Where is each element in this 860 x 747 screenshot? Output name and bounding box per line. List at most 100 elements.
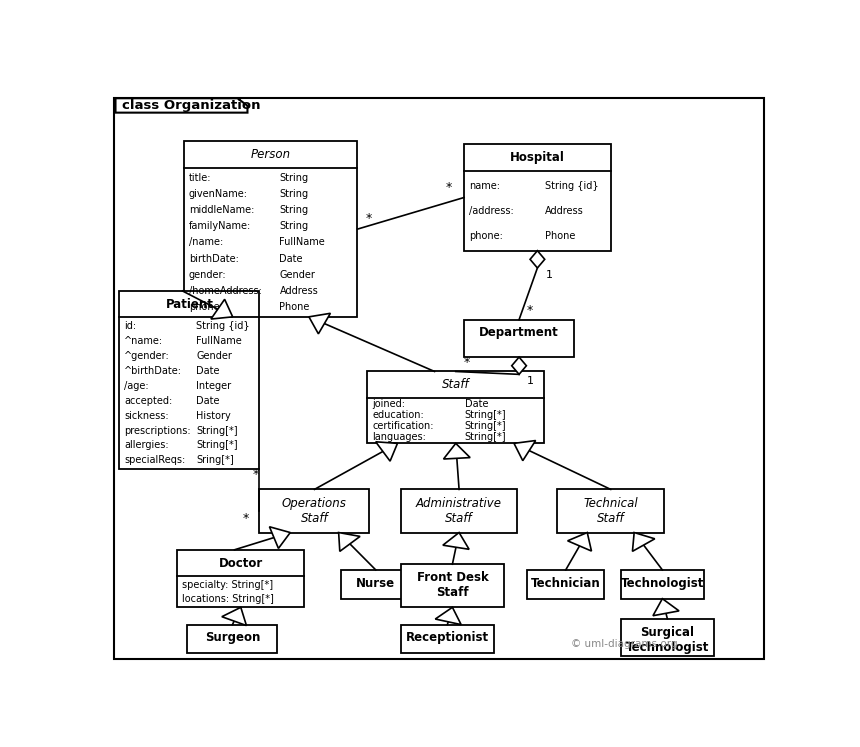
Text: String: String xyxy=(280,173,309,182)
Text: Surgeon: Surgeon xyxy=(205,631,261,645)
Text: phone:: phone: xyxy=(189,302,223,312)
Text: String {id}: String {id} xyxy=(544,181,599,190)
Polygon shape xyxy=(269,527,291,548)
Polygon shape xyxy=(568,533,592,551)
Text: Technical
Staff: Technical Staff xyxy=(583,497,638,524)
Text: givenName:: givenName: xyxy=(189,189,248,199)
FancyBboxPatch shape xyxy=(557,489,664,533)
Text: Integer: Integer xyxy=(196,381,231,391)
Polygon shape xyxy=(530,251,544,268)
Text: /name:: /name: xyxy=(189,238,223,247)
Polygon shape xyxy=(309,313,330,334)
Text: Staff: Staff xyxy=(442,378,470,391)
Text: Phone: Phone xyxy=(544,231,575,241)
Text: Administrative
Staff: Administrative Staff xyxy=(416,497,502,524)
Text: phone:: phone: xyxy=(469,231,502,241)
Text: Address: Address xyxy=(280,286,318,296)
Text: title:: title: xyxy=(189,173,212,182)
Text: education:: education: xyxy=(372,410,424,421)
Text: *: * xyxy=(253,468,259,481)
Text: Date: Date xyxy=(196,396,220,406)
Text: Date: Date xyxy=(280,253,303,264)
Text: 1: 1 xyxy=(527,376,534,386)
Text: Operations
Staff: Operations Staff xyxy=(282,497,347,524)
Text: specialReqs:: specialReqs: xyxy=(124,456,186,465)
Polygon shape xyxy=(115,99,248,113)
Text: String[*]: String[*] xyxy=(196,426,238,436)
Polygon shape xyxy=(443,533,469,549)
Text: gender:: gender: xyxy=(189,270,226,279)
Text: Address: Address xyxy=(544,205,583,216)
Text: Department: Department xyxy=(479,326,559,339)
Text: Person: Person xyxy=(251,148,291,161)
Text: id:: id: xyxy=(124,321,136,332)
Polygon shape xyxy=(222,607,247,625)
Text: History: History xyxy=(196,411,231,421)
Text: String[*]: String[*] xyxy=(464,421,507,431)
Text: certification:: certification: xyxy=(372,421,433,431)
Polygon shape xyxy=(653,598,679,616)
Text: String: String xyxy=(280,221,309,231)
Text: Sring[*]: Sring[*] xyxy=(196,456,234,465)
Text: *: * xyxy=(243,512,249,525)
Polygon shape xyxy=(435,607,461,624)
Text: String {id}: String {id} xyxy=(196,321,250,332)
Text: /address:: /address: xyxy=(469,205,513,216)
Text: birthDate:: birthDate: xyxy=(189,253,239,264)
Text: String: String xyxy=(280,189,309,199)
FancyBboxPatch shape xyxy=(114,99,764,659)
FancyBboxPatch shape xyxy=(341,570,411,598)
FancyBboxPatch shape xyxy=(621,619,714,656)
Text: Doctor: Doctor xyxy=(218,557,263,569)
Text: accepted:: accepted: xyxy=(124,396,172,406)
Polygon shape xyxy=(376,441,397,461)
Polygon shape xyxy=(632,533,654,551)
Text: FullName: FullName xyxy=(280,238,325,247)
Text: Nurse: Nurse xyxy=(356,577,396,589)
Text: Front Desk
Staff: Front Desk Staff xyxy=(416,571,488,599)
Polygon shape xyxy=(514,441,536,461)
FancyBboxPatch shape xyxy=(177,550,304,607)
FancyBboxPatch shape xyxy=(464,320,574,357)
Text: languages:: languages: xyxy=(372,432,426,442)
Text: name:: name: xyxy=(469,181,500,190)
Text: 1: 1 xyxy=(545,270,552,279)
Text: locations: String[*]: locations: String[*] xyxy=(182,594,274,604)
Text: FullName: FullName xyxy=(196,336,243,347)
Text: ^gender:: ^gender: xyxy=(124,351,170,361)
Text: String[*]: String[*] xyxy=(196,441,238,450)
FancyBboxPatch shape xyxy=(401,489,518,533)
Text: Date: Date xyxy=(464,400,488,409)
Text: String: String xyxy=(280,205,309,215)
Polygon shape xyxy=(512,357,526,374)
Text: Gender: Gender xyxy=(280,270,316,279)
Text: String[*]: String[*] xyxy=(464,432,507,442)
FancyBboxPatch shape xyxy=(464,144,611,251)
Text: Phone: Phone xyxy=(280,302,310,312)
Text: /homeAddress:: /homeAddress: xyxy=(189,286,261,296)
Text: *: * xyxy=(445,181,452,193)
Polygon shape xyxy=(211,300,233,319)
Text: © uml-diagrams.org: © uml-diagrams.org xyxy=(571,639,678,648)
FancyBboxPatch shape xyxy=(527,570,604,598)
Polygon shape xyxy=(339,533,360,551)
Text: *: * xyxy=(464,356,470,369)
FancyBboxPatch shape xyxy=(621,570,704,598)
Text: familyName:: familyName: xyxy=(189,221,251,231)
FancyBboxPatch shape xyxy=(401,564,504,607)
Text: prescriptions:: prescriptions: xyxy=(124,426,191,436)
Text: Technician: Technician xyxy=(531,577,600,589)
Text: allergies:: allergies: xyxy=(124,441,169,450)
Text: Technologist: Technologist xyxy=(621,577,704,589)
Text: specialty: String[*]: specialty: String[*] xyxy=(182,580,273,589)
FancyBboxPatch shape xyxy=(260,489,370,533)
FancyBboxPatch shape xyxy=(184,141,358,317)
Text: ^name:: ^name: xyxy=(124,336,163,347)
Text: *: * xyxy=(527,304,533,317)
Text: Patient: Patient xyxy=(165,298,213,311)
FancyBboxPatch shape xyxy=(187,624,278,654)
Text: *: * xyxy=(366,212,372,226)
FancyBboxPatch shape xyxy=(367,371,544,444)
Text: class Organization: class Organization xyxy=(122,99,261,112)
Text: middleName:: middleName: xyxy=(189,205,255,215)
